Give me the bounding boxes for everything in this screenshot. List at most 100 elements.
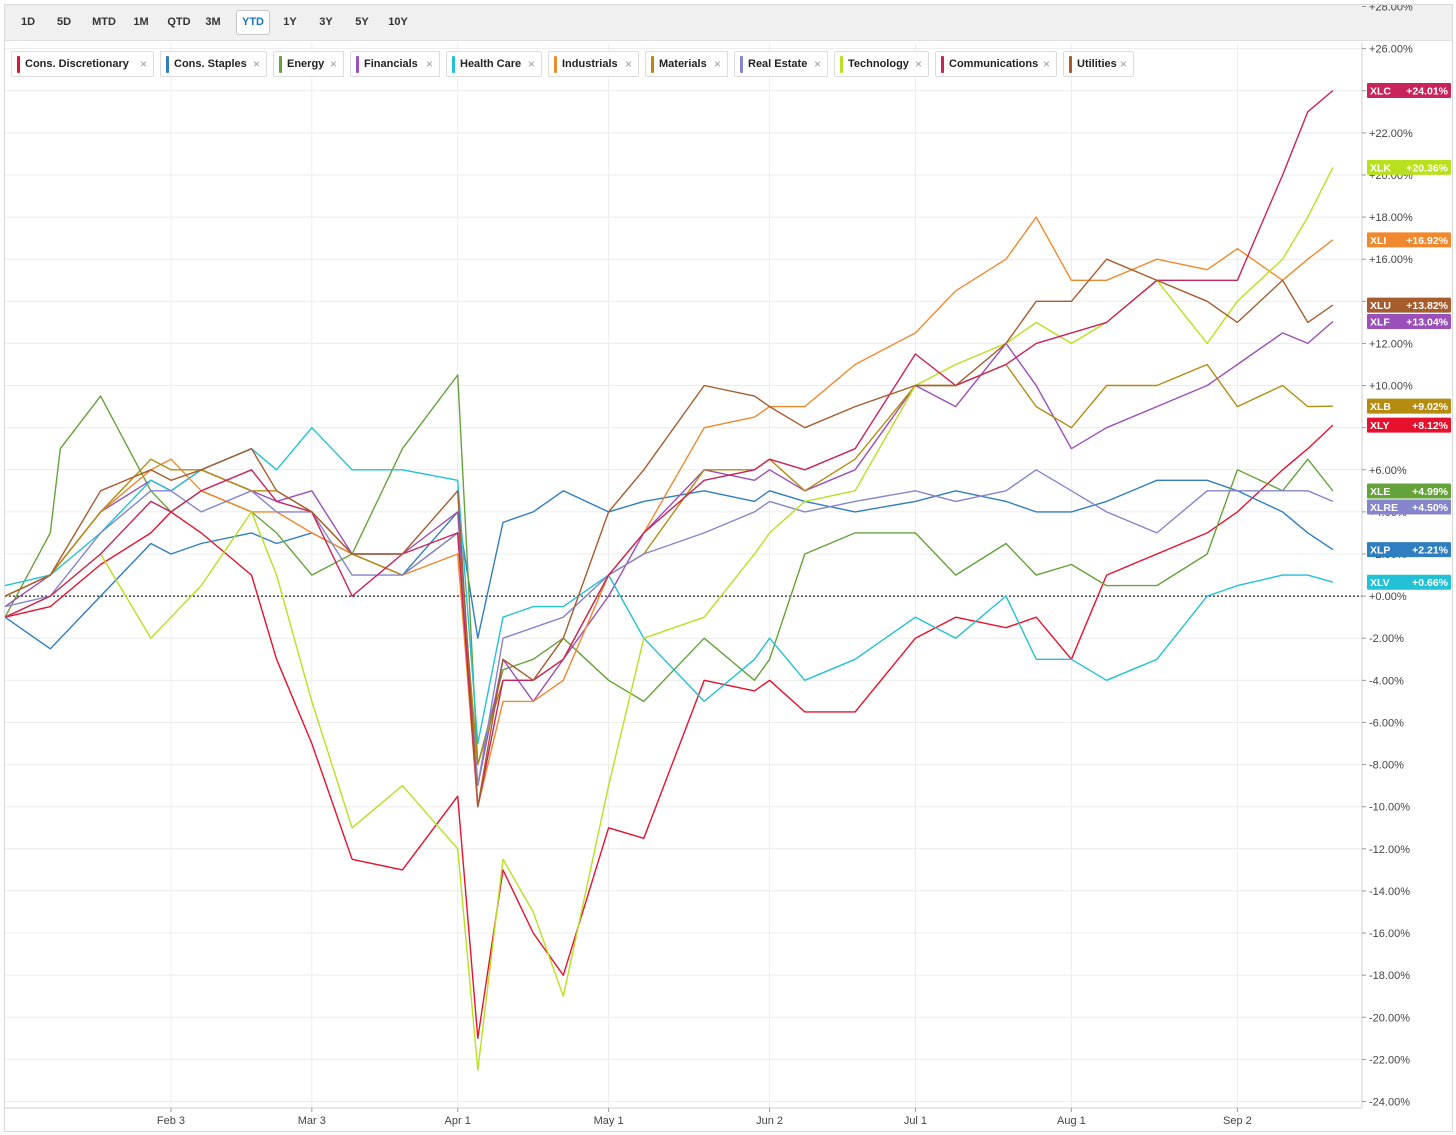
y-tick-label: +28.00% xyxy=(1369,5,1413,14)
value-badge-xlre: XLRE +4.50% xyxy=(1367,499,1451,515)
value-badge-bg xyxy=(1367,542,1451,558)
remove-series-icon[interactable]: × xyxy=(813,57,821,71)
series-line-xly xyxy=(5,424,1334,1040)
legend-label: Utilities xyxy=(1077,58,1117,70)
chart-frame: 1D 5D MTD 1M QTD 3M YTD 1Y 3Y 5Y 10Y +28.00% +26.00… xyxy=(4,4,1453,1132)
series-line-xlu xyxy=(5,258,1334,808)
legend-chip-health-care[interactable]: Health Care × xyxy=(446,51,542,77)
value-badge-value: +13.04% xyxy=(1406,317,1448,329)
y-tick-label: +12.00% xyxy=(1369,338,1413,350)
value-badge-value: +16.92% xyxy=(1406,235,1448,247)
legend-swatch xyxy=(554,56,557,73)
range-button-3m[interactable]: 3M xyxy=(205,16,221,28)
value-badge-value: +13.82% xyxy=(1406,300,1448,312)
remove-series-icon[interactable]: × xyxy=(624,57,632,71)
remove-series-icon[interactable]: × xyxy=(713,57,721,71)
legend-swatch xyxy=(840,56,843,73)
remove-series-icon[interactable]: × xyxy=(252,57,260,71)
x-tick-label: Aug 1 xyxy=(1057,1115,1086,1127)
y-tick-label: -18.00% xyxy=(1369,970,1410,982)
y-tick-label: -8.00% xyxy=(1369,760,1404,772)
value-badge-bg xyxy=(1367,314,1451,330)
y-tick-label: +26.00% xyxy=(1369,44,1413,56)
value-badge-bg xyxy=(1367,232,1451,248)
legend-chip-real-estate[interactable]: Real Estate × xyxy=(734,51,828,77)
series-lines xyxy=(5,89,1334,1071)
remove-series-icon[interactable]: × xyxy=(329,57,337,71)
legend-chip-industrials[interactable]: Industrials × xyxy=(548,51,639,77)
series-line-xlc xyxy=(5,89,1334,808)
value-badges: XLC +24.01% XLK +20.36% XLI +16.92% XLU +13.82%… xyxy=(1367,83,1451,590)
value-badge-bg xyxy=(1367,483,1451,499)
remove-series-icon[interactable]: × xyxy=(914,57,922,71)
legend-chip-energy[interactable]: Energy × xyxy=(273,51,344,77)
legend-swatch xyxy=(17,56,20,73)
legend-label: Energy xyxy=(287,58,325,70)
legend-chip-utilities[interactable]: Utilities × xyxy=(1063,51,1134,77)
value-badge-value: +20.36% xyxy=(1406,162,1448,174)
value-badge-value: +0.66% xyxy=(1412,577,1449,589)
series-line-xlk xyxy=(5,167,1334,1071)
range-button-3y[interactable]: 3Y xyxy=(319,16,333,28)
range-button-1d[interactable]: 1D xyxy=(20,16,36,28)
remove-series-icon[interactable]: × xyxy=(1042,57,1050,71)
legend-chip-technology[interactable]: Technology × xyxy=(834,51,929,77)
value-badge-value: +24.01% xyxy=(1406,86,1448,98)
range-button-ytd[interactable]: YTD xyxy=(236,10,270,35)
y-tick-label: -16.00% xyxy=(1369,928,1410,940)
y-tick-label: -6.00% xyxy=(1369,717,1404,729)
time-range-toolbar: 1D 5D MTD 1M QTD 3M YTD 1Y 3Y 5Y 10Y xyxy=(5,5,1452,41)
value-badge-ticker: XLF xyxy=(1370,317,1390,329)
y-tick-label: -10.00% xyxy=(1369,802,1410,814)
legend-label: Health Care xyxy=(460,58,522,70)
y-tick-label: +22.00% xyxy=(1369,128,1413,140)
legend-label: Technology xyxy=(848,58,909,70)
y-tick-label: -20.00% xyxy=(1369,1012,1410,1024)
remove-series-icon[interactable]: × xyxy=(425,57,433,71)
legend-label: Real Estate xyxy=(748,58,808,70)
value-badge-ticker: XLE xyxy=(1370,486,1390,498)
legend-label: Cons. Discretionary xyxy=(25,58,129,70)
value-badge-ticker: XLRE xyxy=(1370,502,1398,514)
value-badge-xlp: XLP +2.21% xyxy=(1367,542,1451,558)
value-badge-xlv: XLV +0.66% xyxy=(1367,574,1451,590)
value-badge-xlf: XLF +13.04% xyxy=(1367,314,1451,330)
x-tick-label: May 1 xyxy=(594,1115,624,1127)
value-badge-ticker: XLB xyxy=(1370,401,1391,413)
legend-chip-financials[interactable]: Financials × xyxy=(350,51,440,77)
line-chart: +28.00%+26.00%+24.00%+22.00%+20.00%+18.0… xyxy=(5,5,1451,1127)
legend-swatch xyxy=(356,56,359,73)
y-tick-label: +18.00% xyxy=(1369,212,1413,224)
value-badge-xlc: XLC +24.01% xyxy=(1367,83,1451,99)
range-button-mtd[interactable]: MTD xyxy=(92,16,116,28)
remove-series-icon[interactable]: × xyxy=(527,57,535,71)
legend-swatch xyxy=(651,56,654,73)
range-button-5d[interactable]: 5D xyxy=(56,16,72,28)
y-tick-label: +0.00% xyxy=(1369,591,1407,603)
legend-chip-materials[interactable]: Materials × xyxy=(645,51,728,77)
legend-swatch xyxy=(1069,56,1072,73)
remove-series-icon[interactable]: × xyxy=(1119,57,1127,71)
y-tick-label: -2.00% xyxy=(1369,633,1404,645)
value-badge-ticker: XLV xyxy=(1370,577,1390,589)
y-tick-label: +16.00% xyxy=(1369,254,1413,266)
range-button-10y[interactable]: 10Y xyxy=(388,16,408,28)
y-tick-label: -24.00% xyxy=(1369,1097,1410,1109)
value-badge-xle: XLE +4.99% xyxy=(1367,483,1451,499)
range-button-1y[interactable]: 1Y xyxy=(283,16,297,28)
plot-area: +28.00%+26.00%+24.00%+22.00%+20.00%+18.0… xyxy=(5,5,1451,1127)
range-button-5y[interactable]: 5Y xyxy=(355,16,369,28)
value-badge-bg xyxy=(1367,159,1451,175)
value-badge-value: +4.99% xyxy=(1412,486,1449,498)
range-button-qtd[interactable]: QTD xyxy=(167,16,191,28)
value-badge-bg xyxy=(1367,417,1451,433)
remove-series-icon[interactable]: × xyxy=(139,57,147,71)
series-line-xlb xyxy=(5,363,1333,766)
range-button-1m[interactable]: 1M xyxy=(133,16,149,28)
value-badge-ticker: XLY xyxy=(1370,420,1389,432)
legend-chip-cons-staples[interactable]: Cons. Staples × xyxy=(160,51,267,77)
legend-label: Cons. Staples xyxy=(174,58,247,70)
legend-swatch xyxy=(740,56,743,73)
legend-chip-cons-discretionary[interactable]: Cons. Discretionary × xyxy=(11,51,154,77)
legend-chip-communications[interactable]: Communications × xyxy=(935,51,1057,77)
